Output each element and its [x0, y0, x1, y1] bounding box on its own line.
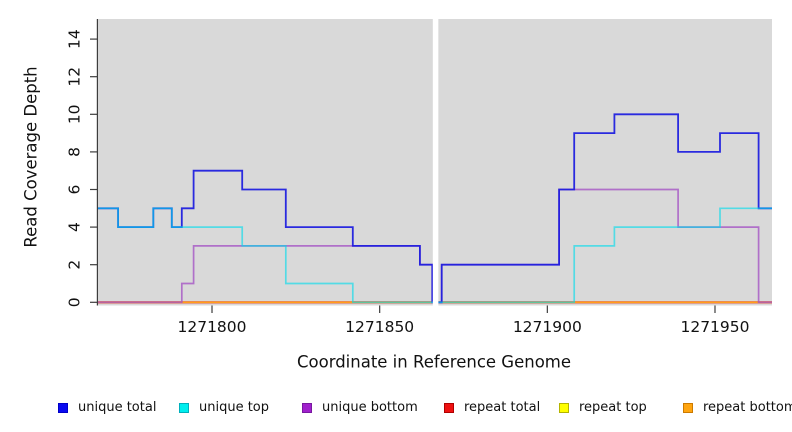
legend-label-repeat-bottom: repeat bottom	[703, 400, 792, 415]
legend-swatch-repeat-top	[559, 402, 569, 413]
legend-swatch-unique-top	[179, 402, 189, 413]
legend-item-unique-total: unique total	[58, 401, 156, 414]
legend-label-repeat-top: repeat top	[579, 400, 647, 415]
legend-item-repeat-bottom: repeat bottom	[683, 401, 792, 414]
y-tick-label-4: 8	[65, 147, 83, 157]
x-axis-title: Coordinate in Reference Genome	[296, 352, 572, 372]
legend-label-unique-top: unique top	[199, 400, 270, 415]
y-tick-label-1: 2	[65, 260, 83, 270]
legend-label-unique-total: unique total	[78, 400, 157, 415]
legend-swatch-unique-bottom	[302, 402, 312, 413]
legend-label-repeat-total: repeat total	[464, 400, 541, 415]
x-tick-label-1: 1271850	[345, 318, 414, 336]
x-tick-label-0: 1271800	[177, 318, 246, 336]
y-tick-label-3: 6	[65, 185, 83, 195]
no-data-gap-band	[432, 18, 439, 306]
y-tick-label-6: 12	[65, 67, 83, 87]
legend-item-repeat-total: repeat total	[444, 401, 540, 414]
legend-label-unique-bottom: unique bottom	[322, 400, 418, 415]
legend-swatch-unique-total	[58, 402, 68, 413]
legend-item-unique-bottom: unique bottom	[302, 401, 418, 414]
legend-item-repeat-top: repeat top	[559, 401, 647, 414]
legend-item-unique-top: unique top	[179, 401, 269, 414]
legend-swatch-repeat-total	[444, 402, 454, 413]
x-tick-label-3: 1271950	[680, 318, 749, 336]
y-axis-title: Read Coverage Depth	[21, 66, 41, 248]
x-tick-label-2: 1271900	[513, 318, 582, 336]
plot-svg: 0 2 4 6 8 10 12 14 1271800 1271850 1271900 1271950	[65, 18, 772, 336]
y-tick-label-2: 4	[65, 222, 83, 232]
legend: unique total unique top unique bottom repea…	[0, 398, 792, 420]
y-tick-label-0: 0	[65, 297, 83, 307]
y-tick-label-5: 10	[65, 104, 83, 124]
y-tick-label-7: 14	[65, 29, 83, 49]
series-line-unique-top	[98, 207, 772, 304]
legend-swatch-repeat-bottom	[683, 402, 693, 413]
